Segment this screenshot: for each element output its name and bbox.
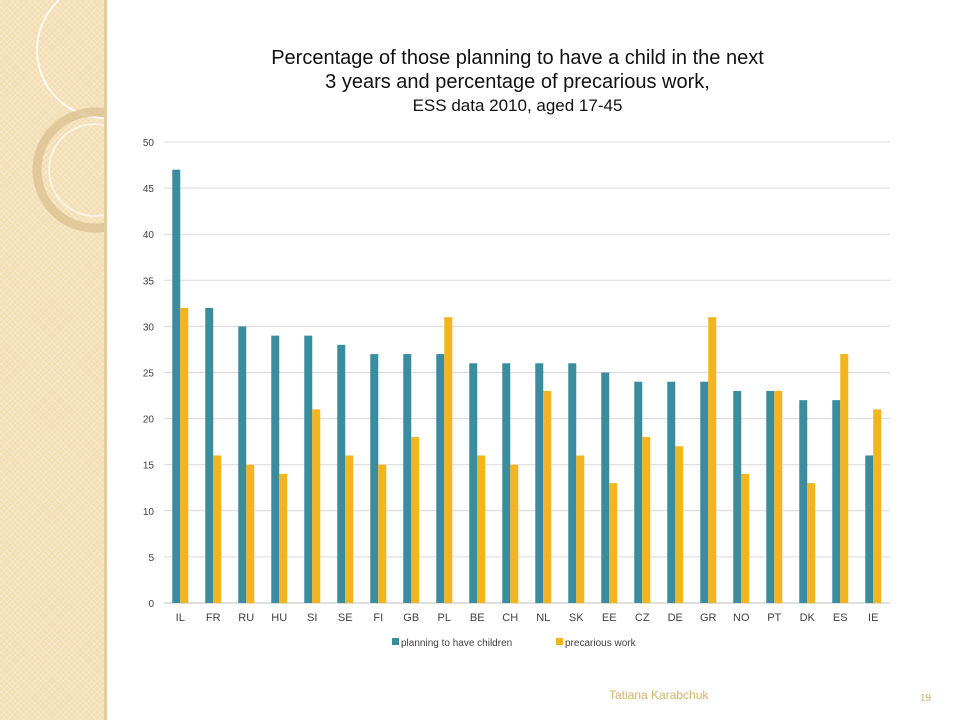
- bar-planning: [667, 381, 676, 603]
- bar-planning: [799, 400, 808, 603]
- bar-planning: [865, 455, 874, 603]
- bar-planning: [634, 381, 643, 603]
- bar-precarious: [873, 409, 882, 603]
- bar-precarious: [774, 390, 783, 603]
- bar-planning: [469, 363, 478, 603]
- x-tick-label: SI: [307, 612, 317, 624]
- y-tick-label: 35: [143, 276, 155, 287]
- bar-precarious: [510, 464, 519, 603]
- x-tick-label: BE: [470, 612, 485, 624]
- x-tick-label: GR: [700, 612, 717, 624]
- x-tick-label: SK: [569, 612, 584, 624]
- y-tick-label: 10: [143, 507, 155, 518]
- y-tick-label: 0: [148, 599, 154, 610]
- bar-precarious: [180, 307, 189, 603]
- bar-precarious: [444, 317, 453, 603]
- author-name: Tatiana Karabchuk: [609, 688, 709, 702]
- bar-precarious: [576, 455, 585, 603]
- decorative-sidebar: [0, 0, 104, 720]
- legend-label-precarious: precarious work: [565, 638, 637, 649]
- y-tick-label: 45: [143, 184, 155, 195]
- y-tick-label: 5: [148, 553, 154, 564]
- x-tick-label: DK: [800, 612, 816, 624]
- x-tick-label: NO: [733, 612, 750, 624]
- bar-planning: [832, 400, 841, 603]
- bar-planning: [535, 363, 544, 603]
- x-tick-label: ES: [833, 612, 848, 624]
- x-tick-label: IE: [868, 612, 878, 624]
- legend-swatch-planning: [392, 638, 399, 645]
- legend-label-planning: planning to have children: [401, 638, 512, 649]
- x-tick-label: GB: [403, 612, 419, 624]
- y-tick-label: 25: [143, 369, 155, 380]
- x-tick-label: NL: [536, 612, 550, 624]
- bar-precarious: [246, 464, 255, 603]
- bar-precarious: [741, 473, 750, 603]
- bar-precarious: [213, 455, 222, 603]
- bar-precarious: [345, 455, 354, 603]
- bar-planning: [733, 390, 742, 603]
- x-tick-label: RU: [238, 612, 254, 624]
- chart-title: Percentage of those planning to have a c…: [200, 46, 835, 118]
- bar-precarious: [675, 446, 684, 603]
- bar-precarious: [543, 390, 552, 603]
- bar-precarious: [312, 409, 321, 603]
- x-tick-label: FI: [373, 612, 383, 624]
- bar-planning: [502, 363, 511, 603]
- x-tick-label: IL: [176, 612, 185, 624]
- bar-precarious: [477, 455, 486, 603]
- bar-planning: [238, 326, 247, 603]
- bar-planning: [172, 169, 181, 603]
- x-tick-label: DE: [668, 612, 683, 624]
- bar-planning: [766, 390, 775, 603]
- y-tick-label: 15: [143, 461, 155, 472]
- decorative-circles: [32, 0, 104, 233]
- y-tick-label: 40: [143, 230, 155, 241]
- y-tick-label: 30: [143, 322, 155, 333]
- y-tick-label: 20: [143, 415, 155, 426]
- bar-precarious: [840, 354, 849, 603]
- bar-planning: [568, 363, 577, 603]
- bar-planning: [436, 354, 445, 603]
- bar-planning: [601, 372, 610, 603]
- bar-precarious: [708, 317, 717, 603]
- x-tick-label: PT: [767, 612, 781, 624]
- bar-planning: [205, 307, 214, 603]
- bar-planning: [304, 335, 313, 603]
- bar-planning: [271, 335, 280, 603]
- bar-precarious: [642, 437, 651, 603]
- bar-precarious: [411, 437, 420, 603]
- page-number: 19: [920, 692, 931, 704]
- x-tick-label: PL: [438, 612, 451, 624]
- title-line-3: ESS data 2010, aged 17-45: [412, 96, 623, 115]
- x-tick-label: CH: [502, 612, 518, 624]
- bar-planning: [370, 354, 379, 603]
- x-tick-label: FR: [206, 612, 221, 624]
- bar-precarious: [609, 483, 618, 603]
- bar-precarious: [279, 473, 288, 603]
- bar-precarious: [378, 464, 387, 603]
- bar-planning: [337, 344, 346, 603]
- title-line-1: Percentage of those planning to have a c…: [271, 47, 764, 69]
- sidebar-divider: [104, 0, 107, 720]
- bar-precarious: [807, 483, 816, 603]
- bar-planning: [403, 354, 412, 603]
- x-tick-label: SE: [338, 612, 353, 624]
- x-tick-label: CZ: [635, 612, 650, 624]
- x-tick-label: HU: [271, 612, 287, 624]
- legend-swatch-precarious: [556, 638, 563, 645]
- bar-planning: [700, 381, 709, 603]
- title-line-2: 3 years and percentage of precarious wor…: [325, 71, 710, 93]
- x-tick-label: EE: [602, 612, 617, 624]
- y-tick-label: 50: [143, 138, 155, 149]
